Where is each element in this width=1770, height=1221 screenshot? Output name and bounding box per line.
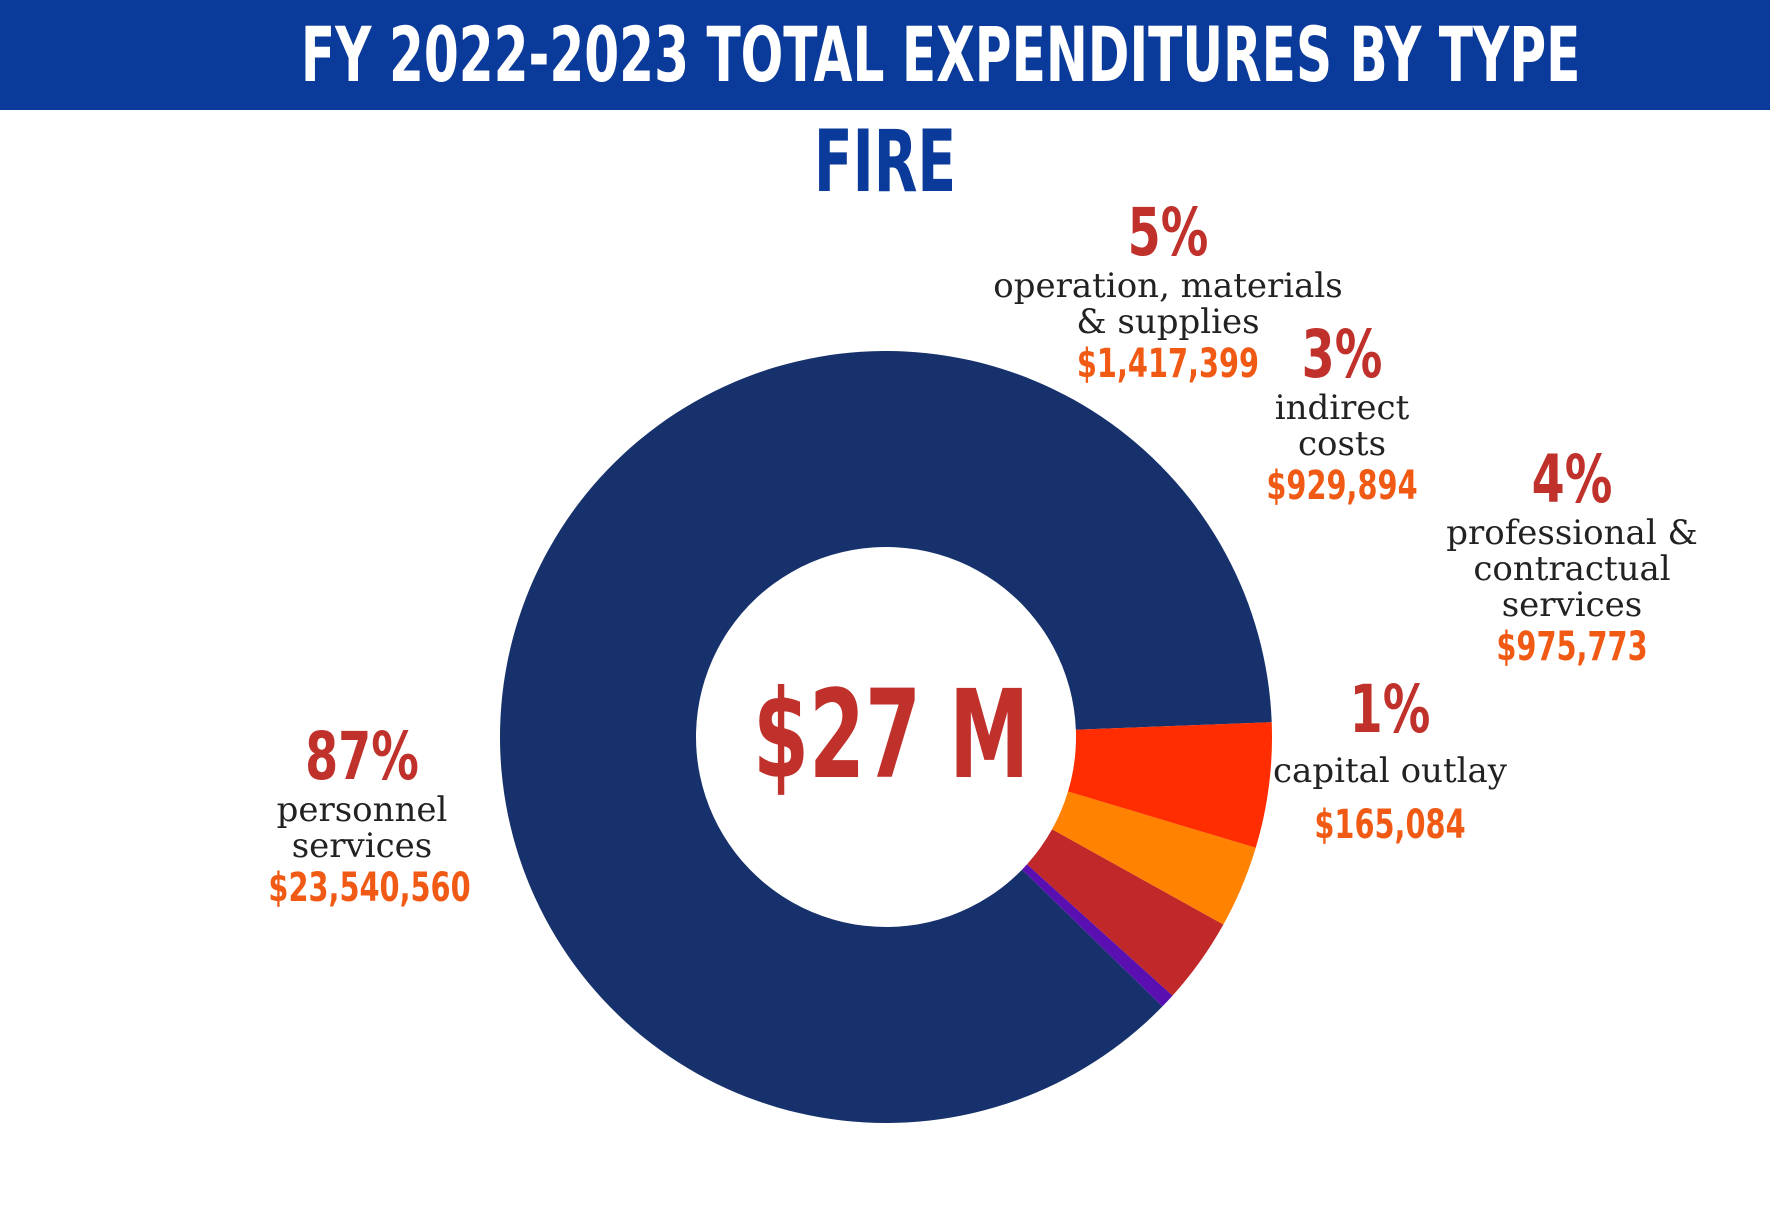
percent-label: 4% bbox=[1531, 441, 1613, 518]
category-name: personnel bbox=[276, 790, 448, 830]
label-operation: 5% operation, materials & supplies $1,41… bbox=[968, 198, 1368, 388]
center-total-label: $27 M bbox=[753, 664, 1030, 806]
label-capital-outlay: 1% capital outlay $165,084 bbox=[1260, 675, 1520, 849]
category-name: capital outlay bbox=[1273, 751, 1507, 791]
category-name: & supplies bbox=[1076, 302, 1260, 342]
donut-slice-operation bbox=[1068, 722, 1272, 848]
label-personnel: 87% personnel services $23,540,560 bbox=[232, 722, 492, 912]
category-name: operation, materials bbox=[993, 266, 1343, 306]
label-indirect: 3% indirect costs $929,894 bbox=[1222, 320, 1462, 510]
amount-label: $1,417,399 bbox=[1076, 341, 1260, 387]
title-banner bbox=[0, 0, 1770, 110]
chart-subtitle: FIRE bbox=[813, 112, 957, 212]
category-name: services bbox=[291, 826, 433, 866]
amount-label: $23,540,560 bbox=[268, 865, 471, 911]
category-name: costs bbox=[1297, 424, 1387, 464]
chart-title: FY 2022-2023 TOTAL EXPENDITURES BY TYPE bbox=[300, 10, 1581, 99]
label-professional: 4% professional & contractual services $… bbox=[1422, 445, 1722, 671]
donut-slice-indirect bbox=[1052, 791, 1256, 925]
percent-label: 87% bbox=[305, 718, 419, 795]
amount-label: $929,894 bbox=[1266, 463, 1418, 509]
donut-slice-personnel bbox=[499, 351, 1272, 1124]
percent-label: 1% bbox=[1349, 671, 1431, 748]
category-name: professional & bbox=[1446, 513, 1698, 553]
category-name: services bbox=[1501, 585, 1643, 625]
amount-label: $165,084 bbox=[1314, 802, 1466, 848]
percent-label: 3% bbox=[1301, 316, 1383, 393]
donut-slice-capital bbox=[1022, 864, 1173, 1007]
percent-label: 5% bbox=[1127, 194, 1209, 271]
donut-slice-professional bbox=[1027, 829, 1224, 996]
category-name: contractual bbox=[1473, 549, 1671, 589]
amount-label: $975,773 bbox=[1496, 624, 1648, 670]
category-name: indirect bbox=[1274, 388, 1410, 428]
